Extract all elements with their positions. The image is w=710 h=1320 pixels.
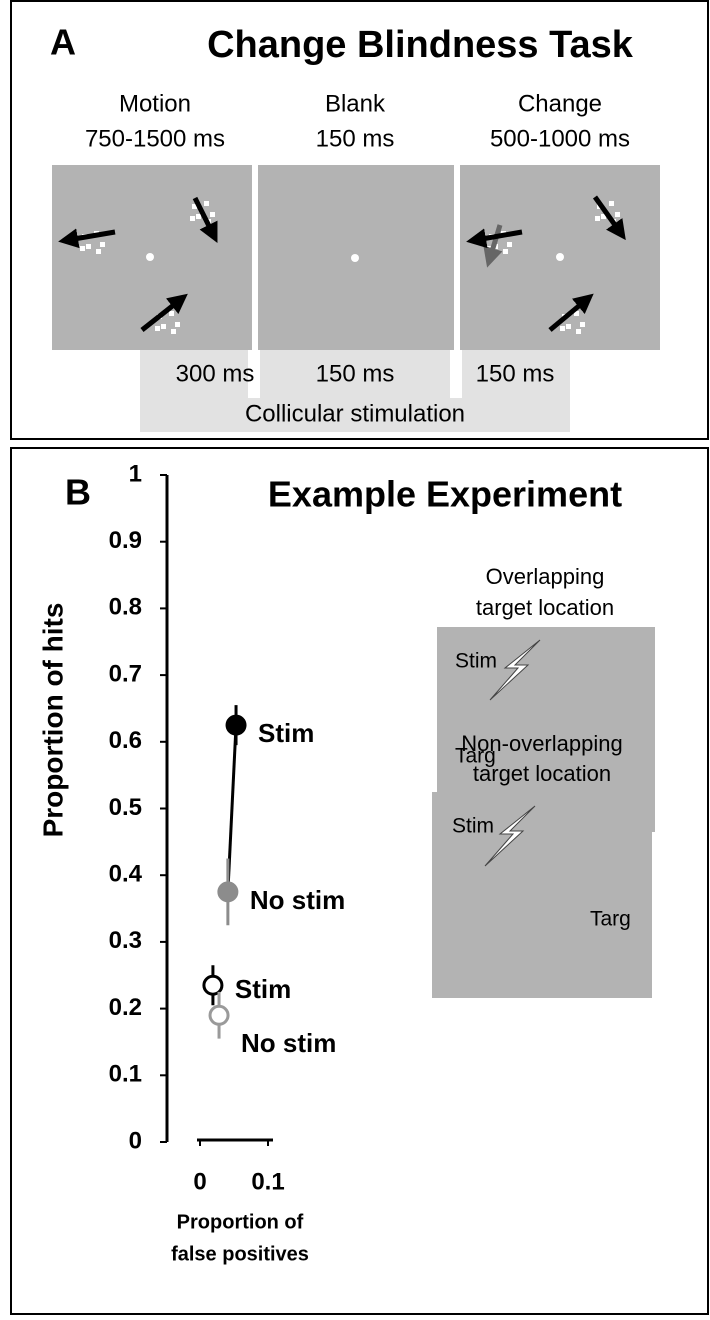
arrow (483, 224, 503, 268)
inset-target: Targ (455, 745, 496, 768)
inset-caption: target location (476, 595, 614, 620)
dot-patch (566, 324, 571, 329)
gap (248, 350, 260, 398)
panel-a-frame (10, 0, 709, 440)
y-tick-label: 0.9 (109, 527, 142, 554)
epoch-duration: 150 ms (316, 125, 395, 152)
inset-caption: Non-overlapping (461, 731, 622, 756)
arrow (140, 293, 188, 332)
point-label: Stim (235, 974, 291, 1004)
dot-patch (80, 246, 85, 251)
dot-patch (580, 322, 585, 327)
dot-patch (576, 329, 581, 334)
y-tick-label: 0.7 (109, 660, 142, 687)
dot-patch (615, 212, 620, 217)
fixation (146, 253, 154, 261)
y-tick-label: 0.5 (109, 794, 142, 821)
dot-patch (609, 201, 614, 206)
dot-patch (507, 242, 512, 247)
stim-label: Collicular stimulation (245, 400, 465, 427)
dot-patch (210, 212, 215, 217)
arrow (592, 195, 626, 241)
dot-patch (155, 326, 160, 331)
stim-timing: 150 ms (476, 360, 555, 387)
dot-patch (161, 324, 166, 329)
inset-stim: Stim (455, 650, 497, 673)
dot-patch (171, 329, 176, 334)
dot-patch (204, 201, 209, 206)
stim-timing: 300 ms (176, 360, 255, 387)
point-label: No stim (241, 1028, 336, 1058)
gap (450, 350, 462, 398)
inset-caption: Overlapping (486, 564, 605, 589)
epoch-duration: 500-1000 ms (490, 125, 630, 152)
y-tick-label: 0.1 (109, 1061, 142, 1088)
fixation (351, 254, 359, 262)
dot-patch (86, 244, 91, 249)
point (217, 881, 239, 903)
y-tick-label: 0 (129, 1127, 142, 1154)
x-axis-label: false positives (171, 1243, 309, 1265)
dot-patch (190, 216, 195, 221)
point (208, 1004, 230, 1026)
epoch-name: Change (518, 90, 602, 117)
dot-patch (96, 249, 101, 254)
lightning (489, 639, 541, 701)
x-axis-label: Proportion of (177, 1211, 304, 1233)
stim-band (140, 350, 570, 432)
arrow (548, 293, 594, 332)
fixation (556, 253, 564, 261)
epoch-name: Motion (119, 90, 191, 117)
panel-b-frame (10, 447, 709, 1315)
y-tick-label: 0.3 (109, 927, 142, 954)
y-tick-label: 0.8 (109, 594, 142, 621)
lightning (484, 805, 536, 867)
dot-patch (169, 311, 174, 316)
arrow (58, 228, 116, 249)
inset-target: Targ (590, 908, 631, 931)
x-tick-label: 0 (193, 1168, 206, 1195)
point-label: Stim (258, 718, 314, 748)
point-label: No stim (250, 885, 345, 915)
y-tick-label: 0.2 (109, 994, 142, 1021)
y-axis-label: Proportion of hits (37, 603, 68, 838)
stim-timing: 150 ms (316, 360, 395, 387)
inset-display (432, 792, 652, 998)
point (225, 714, 247, 736)
epoch-name: Blank (325, 90, 386, 117)
arrow (192, 196, 218, 243)
dot-patch (601, 214, 606, 219)
y-tick-label: 0.4 (109, 861, 143, 888)
dot-patch (175, 322, 180, 327)
x-tick-label: 0.1 (251, 1168, 284, 1195)
inset-caption: target location (473, 761, 611, 786)
panel-title: Change Blindness Task (207, 24, 634, 66)
dot-patch (196, 214, 201, 219)
dot-patch (560, 326, 565, 331)
epoch-duration: 750-1500 ms (85, 125, 225, 152)
dot-patch (100, 242, 105, 247)
y-tick-label: 1 (129, 460, 142, 487)
arrow (466, 228, 523, 249)
dot-patch (595, 216, 600, 221)
dot-patch (503, 249, 508, 254)
y-tick-label: 0.6 (109, 727, 142, 754)
point (202, 974, 224, 996)
panel-label: A (50, 22, 76, 63)
dot-patch (192, 204, 197, 209)
inset-stim: Stim (452, 815, 494, 838)
chart-title: Example Experiment (268, 474, 622, 515)
panel-label: B (65, 472, 91, 513)
